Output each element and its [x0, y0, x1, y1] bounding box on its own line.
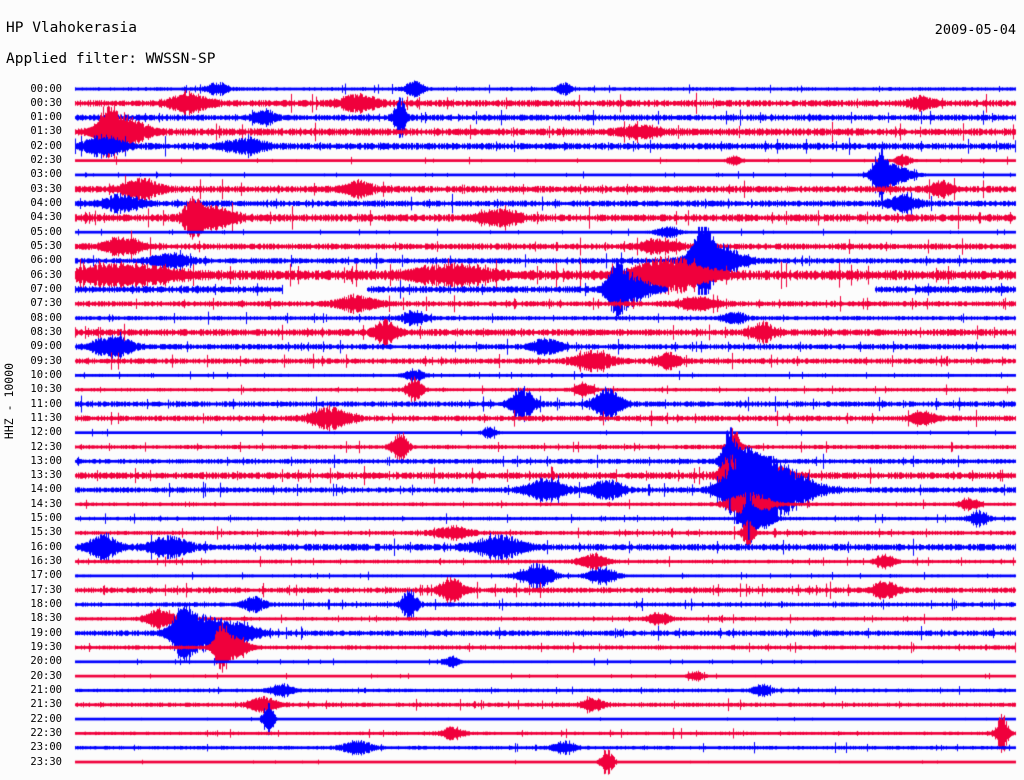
seismogram-plot — [0, 0, 1024, 780]
helicorder-page: HP Vlahokerasia 2009-05-04 Applied filte… — [0, 0, 1024, 780]
